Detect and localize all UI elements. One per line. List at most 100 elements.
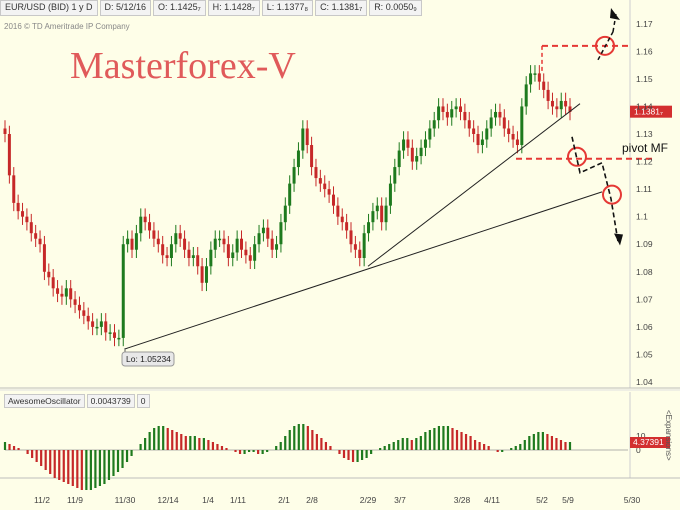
candle-body [520,106,524,146]
candle-body [64,288,68,297]
candle-body [117,337,121,340]
candle-body [16,202,20,212]
candle-body [450,109,454,118]
candle-body [178,233,182,239]
candle-body [340,216,344,223]
candle-body [51,277,55,289]
candle-body [502,117,506,129]
x-tick-label: 11/2 [34,495,50,505]
trendline [367,103,581,267]
y-tick-label: 1.04 [636,377,653,387]
candle-body [42,244,46,272]
candle-body [222,238,226,245]
candle-body [515,139,519,146]
candle-body [226,244,230,258]
candle-body [384,205,388,223]
candle-body [288,183,292,206]
x-tick-label: 4/11 [484,495,500,505]
candle-body [187,249,191,258]
candle-body [406,139,410,148]
low-tooltip-text: Lo: 1.05234 [126,354,171,364]
candle-body [183,238,187,250]
candle-body [165,255,169,258]
candle-body [533,73,537,75]
last-price-text: 1.1381₇ [634,107,663,117]
candle-body [130,238,134,250]
candle-body [29,222,33,234]
candle-body [283,205,287,223]
candle-body [546,89,550,101]
candle-body [77,304,81,311]
candle-body [139,216,143,234]
candle-body [550,100,554,107]
oscillator-name[interactable]: AwesomeOscillator [4,394,85,408]
candle-body [459,106,463,112]
candle-body [47,271,51,278]
candle-body [231,252,235,258]
candle-body [318,178,322,184]
candle-body [60,293,64,297]
ao-tick-label: 10 [636,431,646,441]
candle-body [104,321,108,333]
oscillator-extra: 0 [136,394,150,408]
date-label: D: 5/12/16 [99,0,152,16]
candle-body [349,230,353,245]
x-tick-label: 1/11 [230,495,246,505]
candle-body [126,238,130,245]
candle-body [323,183,327,190]
symbol-label[interactable]: EUR/USD (BID) 1 y D [0,0,98,16]
candle-body [38,238,42,245]
candle-body [270,238,274,250]
candle-body [402,139,406,151]
y-tick-label: 1.15 [636,74,653,84]
candle-body [244,249,248,256]
candle-body [134,233,138,250]
candle-body [375,205,379,212]
candle-body [419,147,423,157]
candle-body [82,310,86,316]
candle-body [310,145,314,168]
candle-body [559,100,563,110]
candle-body [498,111,502,118]
ao-value-text: 4.37391 [633,437,664,447]
candle-body [358,249,362,258]
candle-body [204,266,208,283]
candle-body [25,216,29,223]
candle-body [200,266,204,283]
candle-body [305,128,309,146]
candle-body [362,233,366,258]
x-tick-label: 2/8 [306,495,318,505]
candle-body [494,111,498,118]
candle-body [454,106,458,110]
support-circle [602,184,622,205]
candle-body [86,315,90,322]
down-arrow-line [571,136,619,242]
candle-body [266,227,270,239]
candle-body [7,134,11,176]
candle-body [240,238,244,250]
candle-body [336,205,340,217]
candle-body [209,249,213,267]
up-arrow-line [612,13,617,32]
candle-body [108,332,112,334]
expansions-label: <Expansions> [664,410,673,461]
candle-body [472,128,476,134]
low-tooltip-box [121,351,175,367]
candle-body [34,233,38,239]
candle-body [301,128,305,151]
y-tick-label: 1.14 [636,101,653,111]
close-label: C: 1.1381₇ [315,0,368,16]
candle-body [555,106,559,110]
candle-body [423,139,427,148]
y-tick-label: 1.06 [636,322,653,332]
candle-body [12,175,16,203]
candle-body [367,222,371,234]
candle-body [524,84,528,107]
x-tick-label: 12/14 [157,495,179,505]
watermark-title: Masterforex-V [70,45,296,87]
candle-body [485,128,489,140]
oscillator-value: 0.0043739 [86,394,135,408]
candle-body [568,106,572,112]
